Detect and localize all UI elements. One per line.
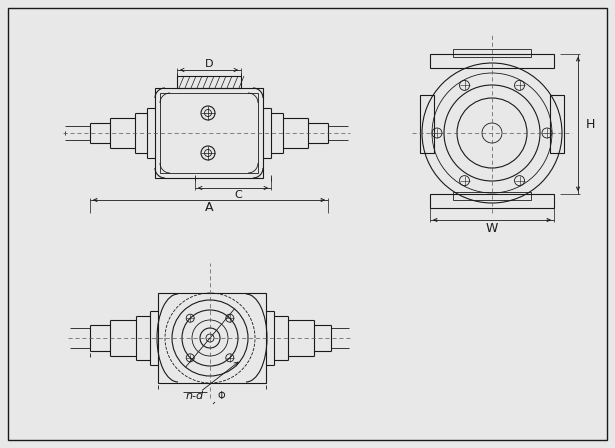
- Bar: [453, 192, 531, 200]
- Bar: [160, 93, 258, 173]
- Bar: [453, 49, 531, 57]
- Bar: [177, 76, 241, 88]
- Text: H: H: [586, 117, 595, 130]
- Text: C: C: [234, 190, 242, 200]
- Text: Φ: Φ: [217, 391, 224, 401]
- Bar: [420, 95, 434, 153]
- Text: n-d: n-d: [186, 391, 204, 401]
- Bar: [158, 293, 266, 383]
- Text: W: W: [486, 221, 498, 234]
- Text: A: A: [205, 201, 213, 214]
- Bar: [155, 88, 263, 178]
- Bar: [550, 95, 564, 153]
- Text: D: D: [205, 59, 213, 69]
- Bar: [430, 194, 554, 208]
- Bar: [430, 54, 554, 68]
